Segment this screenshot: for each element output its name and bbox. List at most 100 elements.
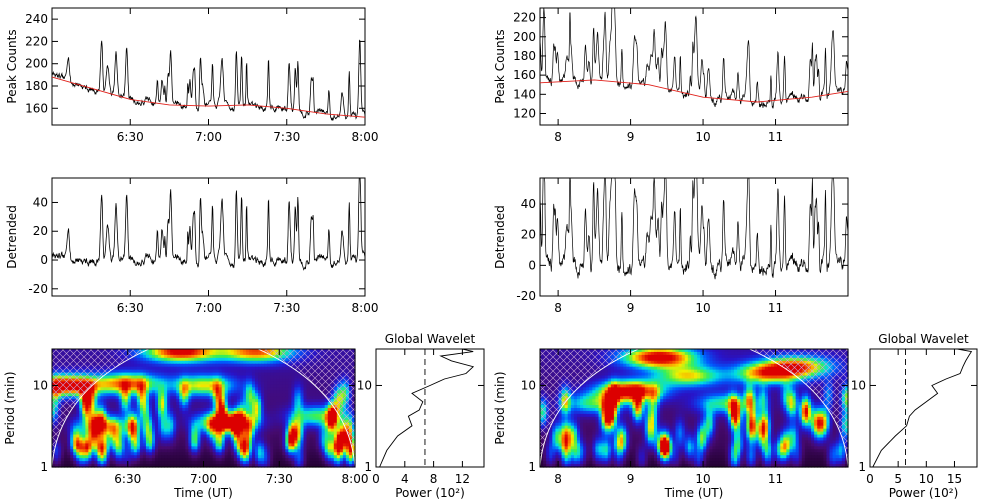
wavelet-left-cell	[200, 425, 205, 430]
wavelet-left-cell	[248, 387, 253, 391]
wavelet-left-cell	[239, 408, 244, 412]
wavelet-left-cell	[173, 384, 177, 388]
wavelet-left-cell	[155, 384, 159, 388]
wavelet-right-cell	[650, 351, 655, 356]
wavelet-left-cell	[170, 440, 174, 444]
wavelet-left-cell	[167, 378, 171, 383]
wavelet-left-cell	[227, 360, 232, 365]
wavelet-left-cell	[182, 422, 186, 427]
peak-right-ytick-label: 180	[513, 49, 536, 63]
wavelet-left-cell	[176, 384, 180, 388]
wavelet-left-cell	[306, 416, 311, 421]
wavelet-left-cell	[224, 458, 229, 462]
wavelet-left-cell	[100, 390, 105, 394]
wavelet-left-cell	[221, 354, 226, 359]
wavelet-left-cell	[155, 360, 159, 365]
wavelet-left-cell	[164, 384, 168, 388]
wavelet-left-cell	[285, 446, 289, 450]
wavelet-left-cell	[324, 399, 329, 403]
wavelet-left-cell	[148, 366, 153, 371]
wavelet-right-cell	[709, 369, 714, 374]
wavelet-left-cell	[297, 458, 302, 462]
wavelet-left-cell	[200, 443, 205, 447]
wavelet-left-cell	[70, 464, 74, 468]
wavelet-left-cell	[203, 366, 208, 371]
wavelet-left-cell	[212, 419, 217, 424]
wavelet-left-cell	[330, 464, 335, 468]
wavelet-right-cell	[724, 369, 729, 374]
wavelet-right-cell	[764, 357, 769, 362]
wavelet-left-cell	[215, 393, 220, 397]
wavelet-left-cell	[164, 360, 168, 365]
wavelet-left-cell	[173, 381, 177, 385]
wavelet-left-cell	[333, 455, 338, 459]
wavelet-left-cell	[300, 413, 305, 418]
wavelet-right-cell	[758, 369, 763, 374]
wavelet-left-cell	[209, 440, 214, 444]
wavelet-left-cell	[121, 434, 126, 439]
wavelet-left-cell	[318, 419, 323, 424]
wavelet-left-cell	[297, 452, 302, 456]
wavelet-right-cell	[724, 351, 729, 356]
wavelet-left-cell	[324, 402, 329, 406]
wavelet-left-cell	[151, 464, 156, 468]
wavelet-left-cell	[258, 408, 262, 412]
wavelet-left-cell	[139, 387, 144, 391]
wavelet-left-cell	[233, 449, 238, 453]
wavelet-right-cell	[749, 351, 754, 356]
wavelet-left-cell	[261, 410, 265, 415]
wavelet-left-cell	[209, 375, 214, 380]
wavelet-left-cell	[339, 422, 344, 427]
wavelet-left-cell	[282, 416, 286, 421]
wavelet-left-cell	[333, 461, 338, 465]
wavelet-left-cell	[100, 461, 105, 465]
wavelet-right-cell	[657, 369, 661, 374]
wavelet-right-cell	[734, 369, 738, 374]
wavelet-left-cell	[267, 422, 271, 427]
wavelet-left-cell	[297, 378, 302, 383]
wavelet-left-cell	[288, 434, 292, 439]
wavelet-left-cell	[312, 413, 317, 418]
wavelet-left-cell	[315, 431, 320, 436]
wavelet-left-cell	[94, 384, 99, 388]
wavelet-left-cell	[212, 443, 217, 447]
wavelet-left-cell	[188, 431, 192, 436]
wavelet-left-cell	[179, 375, 183, 380]
wavelet-left-cell	[342, 449, 347, 453]
wavelet-right-cell	[721, 349, 726, 353]
wavelet-left-cell	[164, 349, 168, 353]
wavelet-left-cell	[112, 458, 117, 462]
wavelet-right-cell	[709, 354, 714, 359]
wavelet-left-cell	[191, 440, 196, 444]
wavelet-right-cell	[623, 357, 627, 362]
wavelet-left-cell	[315, 440, 320, 444]
wavelet-left-cell	[142, 425, 147, 430]
wavelet-left-cell	[185, 434, 189, 439]
wavelet-left-xtick-label: 8:00	[342, 472, 369, 486]
wavelet-left-cell	[270, 428, 274, 433]
wavelet-left-cell	[312, 405, 317, 409]
wavelet-left-cell	[279, 410, 283, 415]
wavelet-left-cell	[261, 357, 265, 362]
wavelet-left-cell	[121, 396, 126, 400]
wavelet-left-cell	[242, 402, 247, 406]
wavelet-left-cell	[212, 461, 217, 465]
wavelet-left-cell	[258, 399, 262, 403]
wavelet-left-cell	[179, 422, 183, 427]
wavelet-right-cell	[767, 360, 772, 365]
wavelet-left-cell	[176, 416, 180, 421]
wavelet-left-cell	[264, 416, 268, 421]
wavelet-left-cell	[324, 428, 329, 433]
wavelet-left-cell	[55, 452, 59, 456]
wavelet-left-cell	[224, 425, 229, 430]
wavelet-left-cell	[327, 422, 332, 427]
wavelet-left-cell	[188, 443, 192, 447]
wavelet-left-cell	[300, 464, 305, 468]
wavelet-left-cell	[191, 351, 196, 356]
wavelet-left-cell	[258, 387, 262, 391]
wavelet-left-cell	[255, 413, 259, 418]
detrended-left-xtick-label: 7:30	[273, 301, 300, 315]
wavelet-left-cell	[297, 434, 302, 439]
wavelet-left-cell	[245, 422, 250, 427]
wavelet-left-cell	[155, 405, 159, 409]
